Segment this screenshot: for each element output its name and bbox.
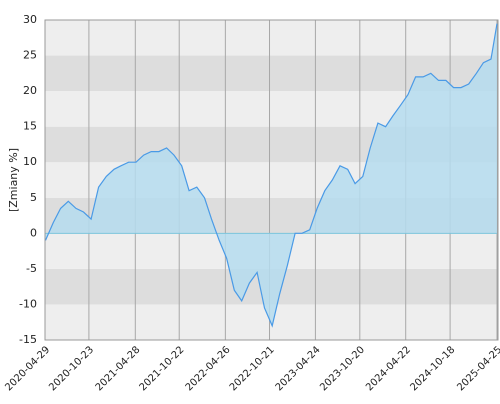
x-tick-label: 2024-04-22	[364, 344, 413, 393]
y-tick-label: 20	[23, 84, 37, 97]
y-axis-label: [Zmiany %]	[7, 148, 20, 212]
background-band	[45, 20, 498, 56]
x-tick-label: 2021-04-28	[94, 344, 143, 393]
x-tick-label: 2023-10-20	[318, 344, 367, 393]
y-tick-label: -5	[26, 262, 37, 275]
x-tick-label: 2022-04-26	[184, 344, 233, 393]
y-tick-label: 5	[30, 191, 37, 204]
x-tick-label: 2025-04-25	[455, 344, 500, 393]
y-tick-label: 0	[30, 226, 37, 239]
y-tick-label: -10	[19, 297, 37, 310]
y-tick-label: 25	[23, 49, 37, 62]
area	[45, 23, 497, 326]
x-tick-label: 2021-10-22	[138, 344, 187, 393]
y-tick-label: 10	[23, 155, 37, 168]
line	[44, 23, 498, 328]
plot-border	[44, 19, 499, 341]
x-tick-label: 2024-10-18	[408, 344, 457, 393]
y-tick-label: 15	[23, 120, 37, 133]
y-tick-label: -15	[19, 333, 37, 346]
x-tick-label: 2020-04-29	[3, 344, 52, 393]
x-tick-label: 2023-04-24	[274, 344, 323, 393]
y-tick-label: 30	[23, 13, 37, 26]
x-tick-label: 2022-10-21	[228, 344, 277, 393]
x-tick-label: 2020-10-23	[47, 344, 96, 393]
